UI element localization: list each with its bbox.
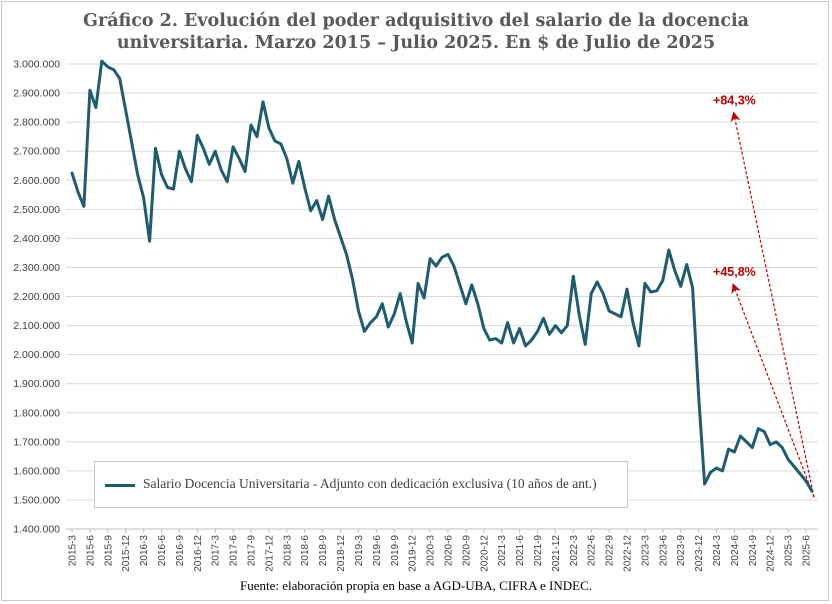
legend-swatch [105, 484, 135, 487]
x-tick-label: 2022-12 [623, 535, 634, 572]
y-tick-label: 2.600.000 [13, 175, 60, 187]
x-tick-label: 2018-6 [300, 535, 311, 567]
x-tick-label: 2021-12 [551, 535, 562, 572]
x-tick-label: 2024-3 [712, 535, 723, 567]
x-tick-label: 2018-9 [318, 535, 329, 567]
x-tick-label: 2021-3 [497, 535, 508, 567]
x-tick-label: 2015-6 [85, 535, 96, 567]
chart-title-line1: Gráfico 2. Evolución del poder adquisiti… [83, 11, 749, 31]
x-tick-label: 2021-9 [533, 535, 544, 567]
x-tick-label: 2025-6 [802, 535, 813, 567]
x-tick-label: 2022-9 [605, 535, 616, 567]
x-tick-label: 2022-3 [569, 535, 580, 567]
y-tick-label: 1.400.000 [13, 524, 60, 536]
x-tick-label: 2023-6 [658, 535, 669, 567]
y-tick-label: 1.600.000 [13, 465, 60, 477]
x-tick-label: 2018-3 [282, 535, 293, 567]
x-tick-label: 2019-6 [372, 535, 383, 567]
x-tick-label: 2020-6 [443, 535, 454, 567]
x-tick-label: 2023-3 [640, 535, 651, 567]
annotation-arrows: +84,3% +45,8% [713, 93, 815, 498]
gridlines [66, 63, 818, 530]
x-tick-label: 2017-9 [247, 535, 258, 567]
y-tick-label: 2.200.000 [13, 291, 60, 303]
x-tick-label: 2021-6 [515, 535, 526, 567]
legend: Salario Docencia Universitaria - Adjunto… [94, 461, 628, 508]
y-tick-label: 3.000.000 [13, 59, 60, 71]
x-tick-label: 2017-12 [264, 535, 275, 572]
x-tick-label: 2022-6 [587, 535, 598, 567]
y-tick-label: 1.800.000 [13, 407, 60, 419]
x-tick-label: 2025-3 [784, 535, 795, 567]
annotation-label: +84,3% [713, 93, 756, 107]
x-tick-label: 2020-3 [426, 535, 437, 567]
salary-series-line [70, 59, 814, 493]
y-tick-label: 2.000.000 [13, 349, 60, 361]
x-tick-label: 2023-9 [676, 535, 687, 567]
y-tick-label: 2.500.000 [13, 204, 60, 216]
source-note: Fuente: elaboración propia en base a AGD… [239, 578, 592, 593]
y-tick-label: 2.400.000 [13, 233, 60, 245]
chart-title-line2: universitaria. Marzo 2015 – Julio 2025. … [116, 33, 716, 53]
x-tick-label: 2018-12 [336, 535, 347, 572]
x-tick-label: 2024-9 [748, 535, 759, 567]
x-tick-label: 2017-6 [229, 535, 240, 567]
x-tick-label: 2023-12 [694, 535, 705, 572]
y-tick-label: 1.700.000 [13, 436, 60, 448]
y-axis-ticks: 1.400.000 1.500.000 1.600.000 1.700.000 1.80… [13, 59, 60, 536]
chart-title: Gráfico 2. Evolución del poder adquisiti… [0, 10, 832, 54]
y-tick-label: 2.800.000 [13, 117, 60, 129]
annotation-label: +45,8% [713, 265, 756, 279]
x-tick-label: 2016-6 [157, 535, 168, 567]
x-tick-label: 2015-9 [103, 535, 114, 567]
x-tick-label: 2019-9 [390, 535, 401, 567]
x-tick-label: 2024-12 [766, 535, 777, 572]
x-tick-label: 2016-3 [139, 535, 150, 567]
y-tick-label: 2.900.000 [13, 88, 60, 100]
x-tick-label: 2020-9 [461, 535, 472, 567]
y-tick-label: 1.500.000 [13, 494, 60, 506]
x-tick-label: 2019-12 [408, 535, 419, 572]
y-tick-label: 2.300.000 [13, 262, 60, 274]
x-tick-label: 2016-9 [175, 535, 186, 567]
annotation-arrow [731, 283, 815, 498]
x-tick-label: 2020-12 [479, 535, 490, 572]
legend-label: Salario Docencia Universitaria - Adjunto… [143, 476, 597, 491]
x-tick-label: 2024-6 [730, 535, 741, 567]
x-tick-label: 2015-3 [68, 535, 79, 567]
y-tick-label: 2.700.000 [13, 146, 60, 158]
x-axis-ticks: 2015-3 2015-6 2015-9 2015-12 2016-3 2016-6 201… [68, 529, 813, 572]
x-tick-label: 2019-3 [354, 535, 365, 567]
x-tick-label: 2015-12 [121, 535, 132, 572]
x-tick-label: 2016-12 [193, 535, 204, 572]
x-tick-label: 2017-3 [211, 535, 222, 567]
y-tick-label: 1.900.000 [13, 378, 60, 390]
y-tick-label: 2.100.000 [13, 320, 60, 332]
